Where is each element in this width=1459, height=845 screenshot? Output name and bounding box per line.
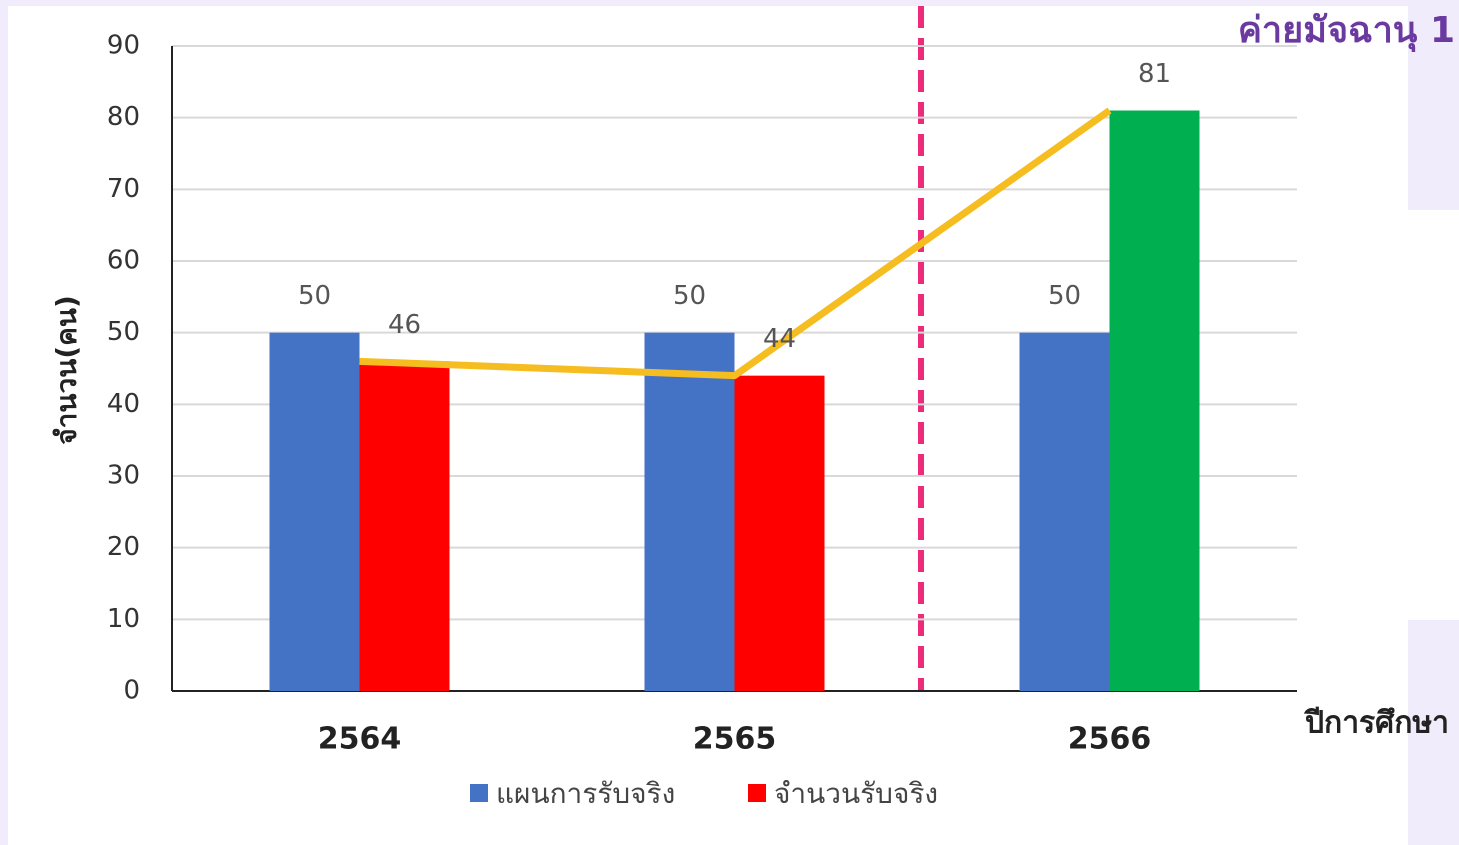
y-tick-label: 0 <box>123 676 140 706</box>
x-axis-label: ปีการศึกษา <box>1303 706 1449 741</box>
data-label: 50 <box>298 281 331 311</box>
legend-label: แผนการรับจริง <box>496 777 675 810</box>
x-tick-label: 2565 <box>693 722 777 757</box>
y-tick-label: 20 <box>107 532 140 562</box>
data-label: 44 <box>763 324 796 354</box>
y-tick-label: 70 <box>107 174 140 204</box>
bar <box>645 333 735 691</box>
data-label: 50 <box>673 281 706 311</box>
legend-swatch <box>748 784 766 802</box>
data-label: 46 <box>388 310 421 340</box>
legend-label: จำนวนรับจริง <box>774 777 938 810</box>
bar <box>735 376 825 691</box>
bar <box>270 333 360 691</box>
y-tick-label: 60 <box>107 246 140 276</box>
y-tick-label: 50 <box>107 317 140 347</box>
y-tick-label: 30 <box>107 461 140 491</box>
x-tick-label: 2564 <box>318 722 402 757</box>
data-label: 81 <box>1138 59 1171 89</box>
y-axis-label: จำนวน(คน) <box>50 295 83 445</box>
chart: ค่ายมัจฉานุ 1 จำนวน(คน) ปีการศึกษา 01020… <box>0 0 1459 845</box>
y-tick-label: 80 <box>107 102 140 132</box>
y-tick-label: 10 <box>107 604 140 634</box>
legend-swatch <box>470 784 488 802</box>
bar <box>1020 333 1110 691</box>
bar <box>360 361 450 691</box>
x-tick-label: 2566 <box>1068 722 1152 757</box>
y-tick-label: 90 <box>107 31 140 61</box>
y-tick-label: 40 <box>107 389 140 419</box>
side-panel <box>1380 210 1459 620</box>
bar <box>1110 111 1200 692</box>
page: ค่ายมัจฉานุ 1 จำนวน(คน) ปีการศึกษา 01020… <box>0 0 1459 845</box>
data-label: 50 <box>1048 281 1081 311</box>
